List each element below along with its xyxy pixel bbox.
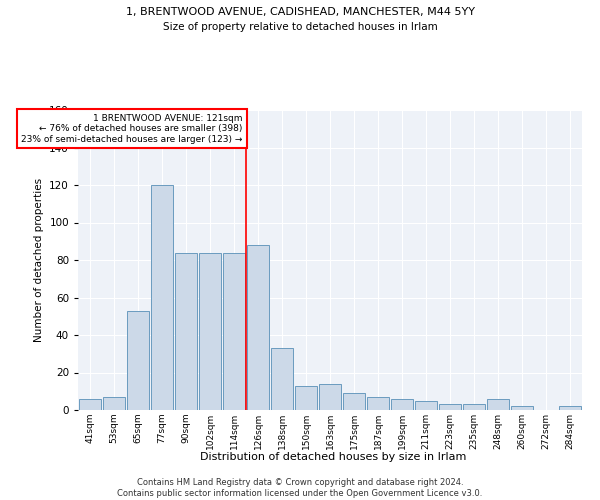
Bar <box>175 252 197 410</box>
Bar <box>439 404 461 410</box>
Bar <box>367 397 389 410</box>
Bar <box>487 399 509 410</box>
Bar <box>463 404 485 410</box>
Y-axis label: Number of detached properties: Number of detached properties <box>34 178 44 342</box>
Bar <box>127 310 149 410</box>
Bar <box>79 399 101 410</box>
Bar <box>415 400 437 410</box>
Bar <box>343 393 365 410</box>
Bar <box>151 185 173 410</box>
Bar <box>391 399 413 410</box>
Bar <box>271 348 293 410</box>
Bar <box>511 406 533 410</box>
Bar <box>247 245 269 410</box>
Text: 1, BRENTWOOD AVENUE, CADISHEAD, MANCHESTER, M44 5YY: 1, BRENTWOOD AVENUE, CADISHEAD, MANCHEST… <box>125 8 475 18</box>
Text: Contains HM Land Registry data © Crown copyright and database right 2024.
Contai: Contains HM Land Registry data © Crown c… <box>118 478 482 498</box>
Bar <box>223 252 245 410</box>
Bar <box>559 406 581 410</box>
Text: Size of property relative to detached houses in Irlam: Size of property relative to detached ho… <box>163 22 437 32</box>
Bar <box>103 397 125 410</box>
Text: 1 BRENTWOOD AVENUE: 121sqm
← 76% of detached houses are smaller (398)
23% of sem: 1 BRENTWOOD AVENUE: 121sqm ← 76% of deta… <box>21 114 242 144</box>
Text: Distribution of detached houses by size in Irlam: Distribution of detached houses by size … <box>200 452 466 462</box>
Bar <box>295 386 317 410</box>
Bar <box>319 384 341 410</box>
Bar <box>199 252 221 410</box>
